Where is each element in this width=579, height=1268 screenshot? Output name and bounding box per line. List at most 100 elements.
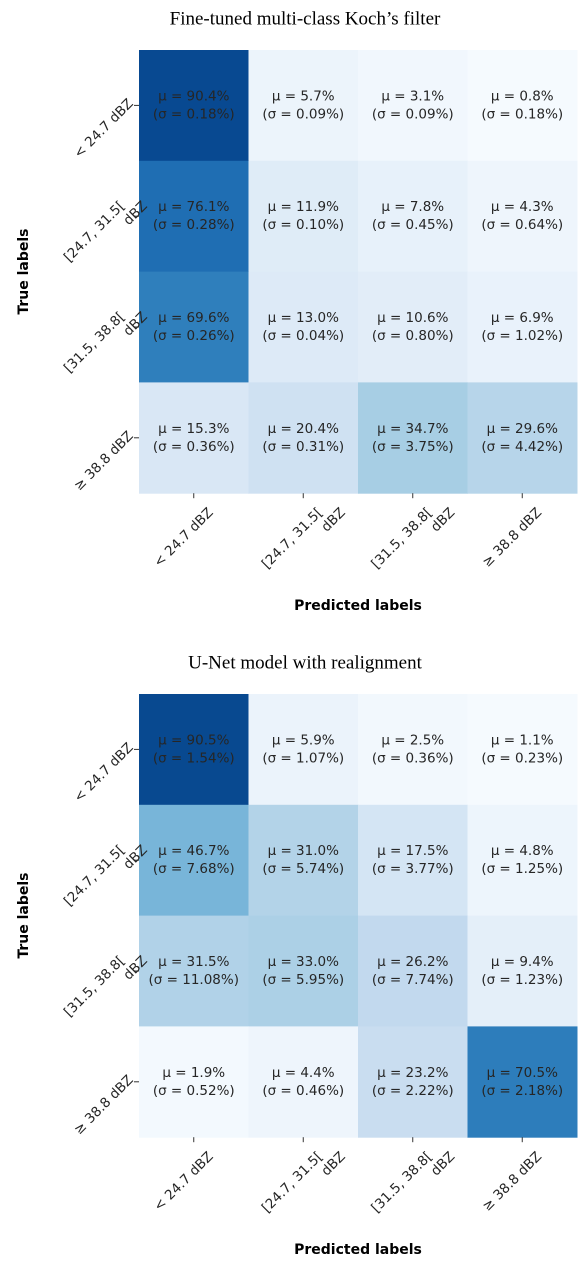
x-tick-label-line: dBZ [318, 1149, 348, 1179]
cell-mean-label: μ = 1.9% [162, 1065, 225, 1081]
cell [139, 271, 249, 383]
x-tick-label-line: ≥ 38.8 dBZ [479, 1149, 545, 1215]
cell-std-label: (σ = 0.28%) [153, 217, 235, 233]
cell-std-label: (σ = 4.42%) [481, 439, 563, 455]
cell-std-label: (σ = 2.22%) [372, 1083, 454, 1099]
cell-mean-label: μ = 34.7% [377, 421, 449, 437]
cell-std-label: (σ = 1.07%) [262, 750, 344, 766]
cell-std-label: (σ = 1.54%) [153, 750, 235, 766]
cell [248, 50, 359, 162]
x-tick-label: ≥ 38.8 dBZ [479, 505, 545, 571]
cell-mean-label: μ = 17.5% [377, 843, 449, 859]
cell [358, 804, 468, 917]
x-tick-label-line: [24.7, 31.5[ [259, 505, 326, 572]
cell-std-label: (σ = 0.09%) [262, 106, 344, 122]
x-tick-label-line: [24.7, 31.5[ [259, 1149, 326, 1216]
cell-std-label: (σ = 3.77%) [372, 861, 454, 877]
cell-std-label: (σ = 0.36%) [372, 750, 454, 766]
cell [248, 804, 359, 917]
cell-mean-label: μ = 3.1% [381, 88, 444, 104]
cell [467, 694, 578, 806]
cell [467, 915, 578, 1027]
x-tick-label-line: dBZ [428, 505, 458, 535]
cell [248, 1026, 359, 1138]
cell [467, 160, 578, 273]
cell-mean-label: μ = 11.9% [268, 199, 340, 215]
cell-mean-label: μ = 23.2% [377, 1065, 449, 1081]
y-tick-label: < 24.7 dBZ [71, 740, 137, 806]
y-axis-label: True labels [16, 873, 32, 959]
x-tick-label-line: ≥ 38.8 dBZ [479, 505, 545, 571]
cell-mean-label: μ = 46.7% [158, 843, 230, 859]
cell-mean-label: μ = 90.4% [158, 88, 230, 104]
cell-std-label: (σ = 0.31%) [262, 439, 344, 455]
cell [358, 694, 468, 806]
cell-mean-label: μ = 7.8% [381, 199, 444, 215]
x-axis-label: Predicted labels [294, 1242, 422, 1258]
x-tick-label: < 24.7 dBZ [151, 1149, 217, 1215]
cell [139, 160, 249, 273]
cell-std-label: (σ = 0.23%) [481, 750, 563, 766]
x-tick-label-line: dBZ [428, 1149, 458, 1179]
cell-std-label: (σ = 2.18%) [481, 1083, 563, 1099]
cell-mean-label: μ = 10.6% [377, 310, 449, 326]
y-tick-label-line: ≥ 38.8 dBZ [71, 428, 137, 494]
x-tick-label: [24.7, 31.5[dBZ [259, 1137, 349, 1227]
x-tick-label-line: < 24.7 dBZ [151, 505, 217, 571]
y-tick-label-line: < 24.7 dBZ [71, 96, 137, 162]
cell-mean-label: μ = 76.1% [158, 199, 230, 215]
cell-std-label: (σ = 0.04%) [262, 328, 344, 344]
y-tick-label: ≥ 38.8 dBZ [71, 428, 137, 494]
cell-std-label: (σ = 0.09%) [372, 106, 454, 122]
cell-mean-label: μ = 1.1% [491, 732, 554, 748]
cell-mean-label: μ = 5.9% [272, 732, 335, 748]
y-tick-label: [24.7, 31.5[dBZ [61, 831, 151, 921]
cell-std-label: (σ = 7.68%) [153, 861, 235, 877]
y-tick-label-line: ≥ 38.8 dBZ [71, 1072, 137, 1138]
cell-std-label: (σ = 0.18%) [153, 106, 235, 122]
y-tick-label-line: [24.7, 31.5[ [61, 842, 128, 909]
cell [358, 915, 468, 1027]
x-tick-label-line: [31.5, 38.8[ [368, 1149, 435, 1216]
heatmap: Fine-tuned multi-class Koch’s filter μ = … [16, 8, 578, 614]
cell [248, 694, 359, 806]
cell [467, 271, 578, 383]
cell [139, 50, 249, 162]
cell [139, 915, 249, 1027]
x-tick-label-line: dBZ [318, 505, 348, 535]
cell [139, 382, 249, 494]
cell-std-label: (σ = 0.26%) [153, 328, 235, 344]
y-tick-label: < 24.7 dBZ [71, 96, 137, 162]
heatmap: U-Net model with realignment μ = 90.5% (σ … [16, 652, 578, 1258]
y-tick-label: ≥ 38.8 dBZ [71, 1072, 137, 1138]
cell-mean-label: μ = 90.5% [158, 732, 230, 748]
cell [139, 694, 249, 806]
cell-mean-label: μ = 4.4% [272, 1065, 335, 1081]
x-tick-label: [31.5, 38.8[dBZ [368, 1137, 458, 1227]
cell [358, 1026, 468, 1138]
cell [248, 160, 359, 273]
cell [248, 271, 359, 383]
cell-std-label: (σ = 5.74%) [262, 861, 344, 877]
cell-std-label: (σ = 0.10%) [262, 217, 344, 233]
x-tick-label-line: < 24.7 dBZ [151, 1149, 217, 1215]
y-tick-label: [24.7, 31.5[dBZ [61, 187, 151, 277]
cell-std-label: (σ = 1.25%) [481, 861, 563, 877]
y-axis-label: True labels [16, 229, 32, 315]
cell-std-label: (σ = 3.75%) [372, 439, 454, 455]
cell-mean-label: μ = 29.6% [487, 421, 559, 437]
cell-std-label: (σ = 11.08%) [149, 972, 239, 988]
cell-mean-label: μ = 33.0% [268, 954, 340, 970]
cell [467, 804, 578, 917]
cell-std-label: (σ = 1.23%) [481, 972, 563, 988]
cell-mean-label: μ = 70.5% [487, 1065, 559, 1081]
cell-mean-label: μ = 9.4% [491, 954, 554, 970]
cell-mean-label: μ = 6.9% [491, 310, 554, 326]
x-tick-label: ≥ 38.8 dBZ [479, 1149, 545, 1215]
chart-title: Fine-tuned multi-class Koch’s filter [170, 8, 441, 29]
cell-mean-label: μ = 2.5% [381, 732, 444, 748]
y-tick-label: [31.5, 38.8[dBZ [61, 298, 151, 388]
cell-mean-label: μ = 5.7% [272, 88, 335, 104]
cell-std-label: (σ = 0.45%) [372, 217, 454, 233]
